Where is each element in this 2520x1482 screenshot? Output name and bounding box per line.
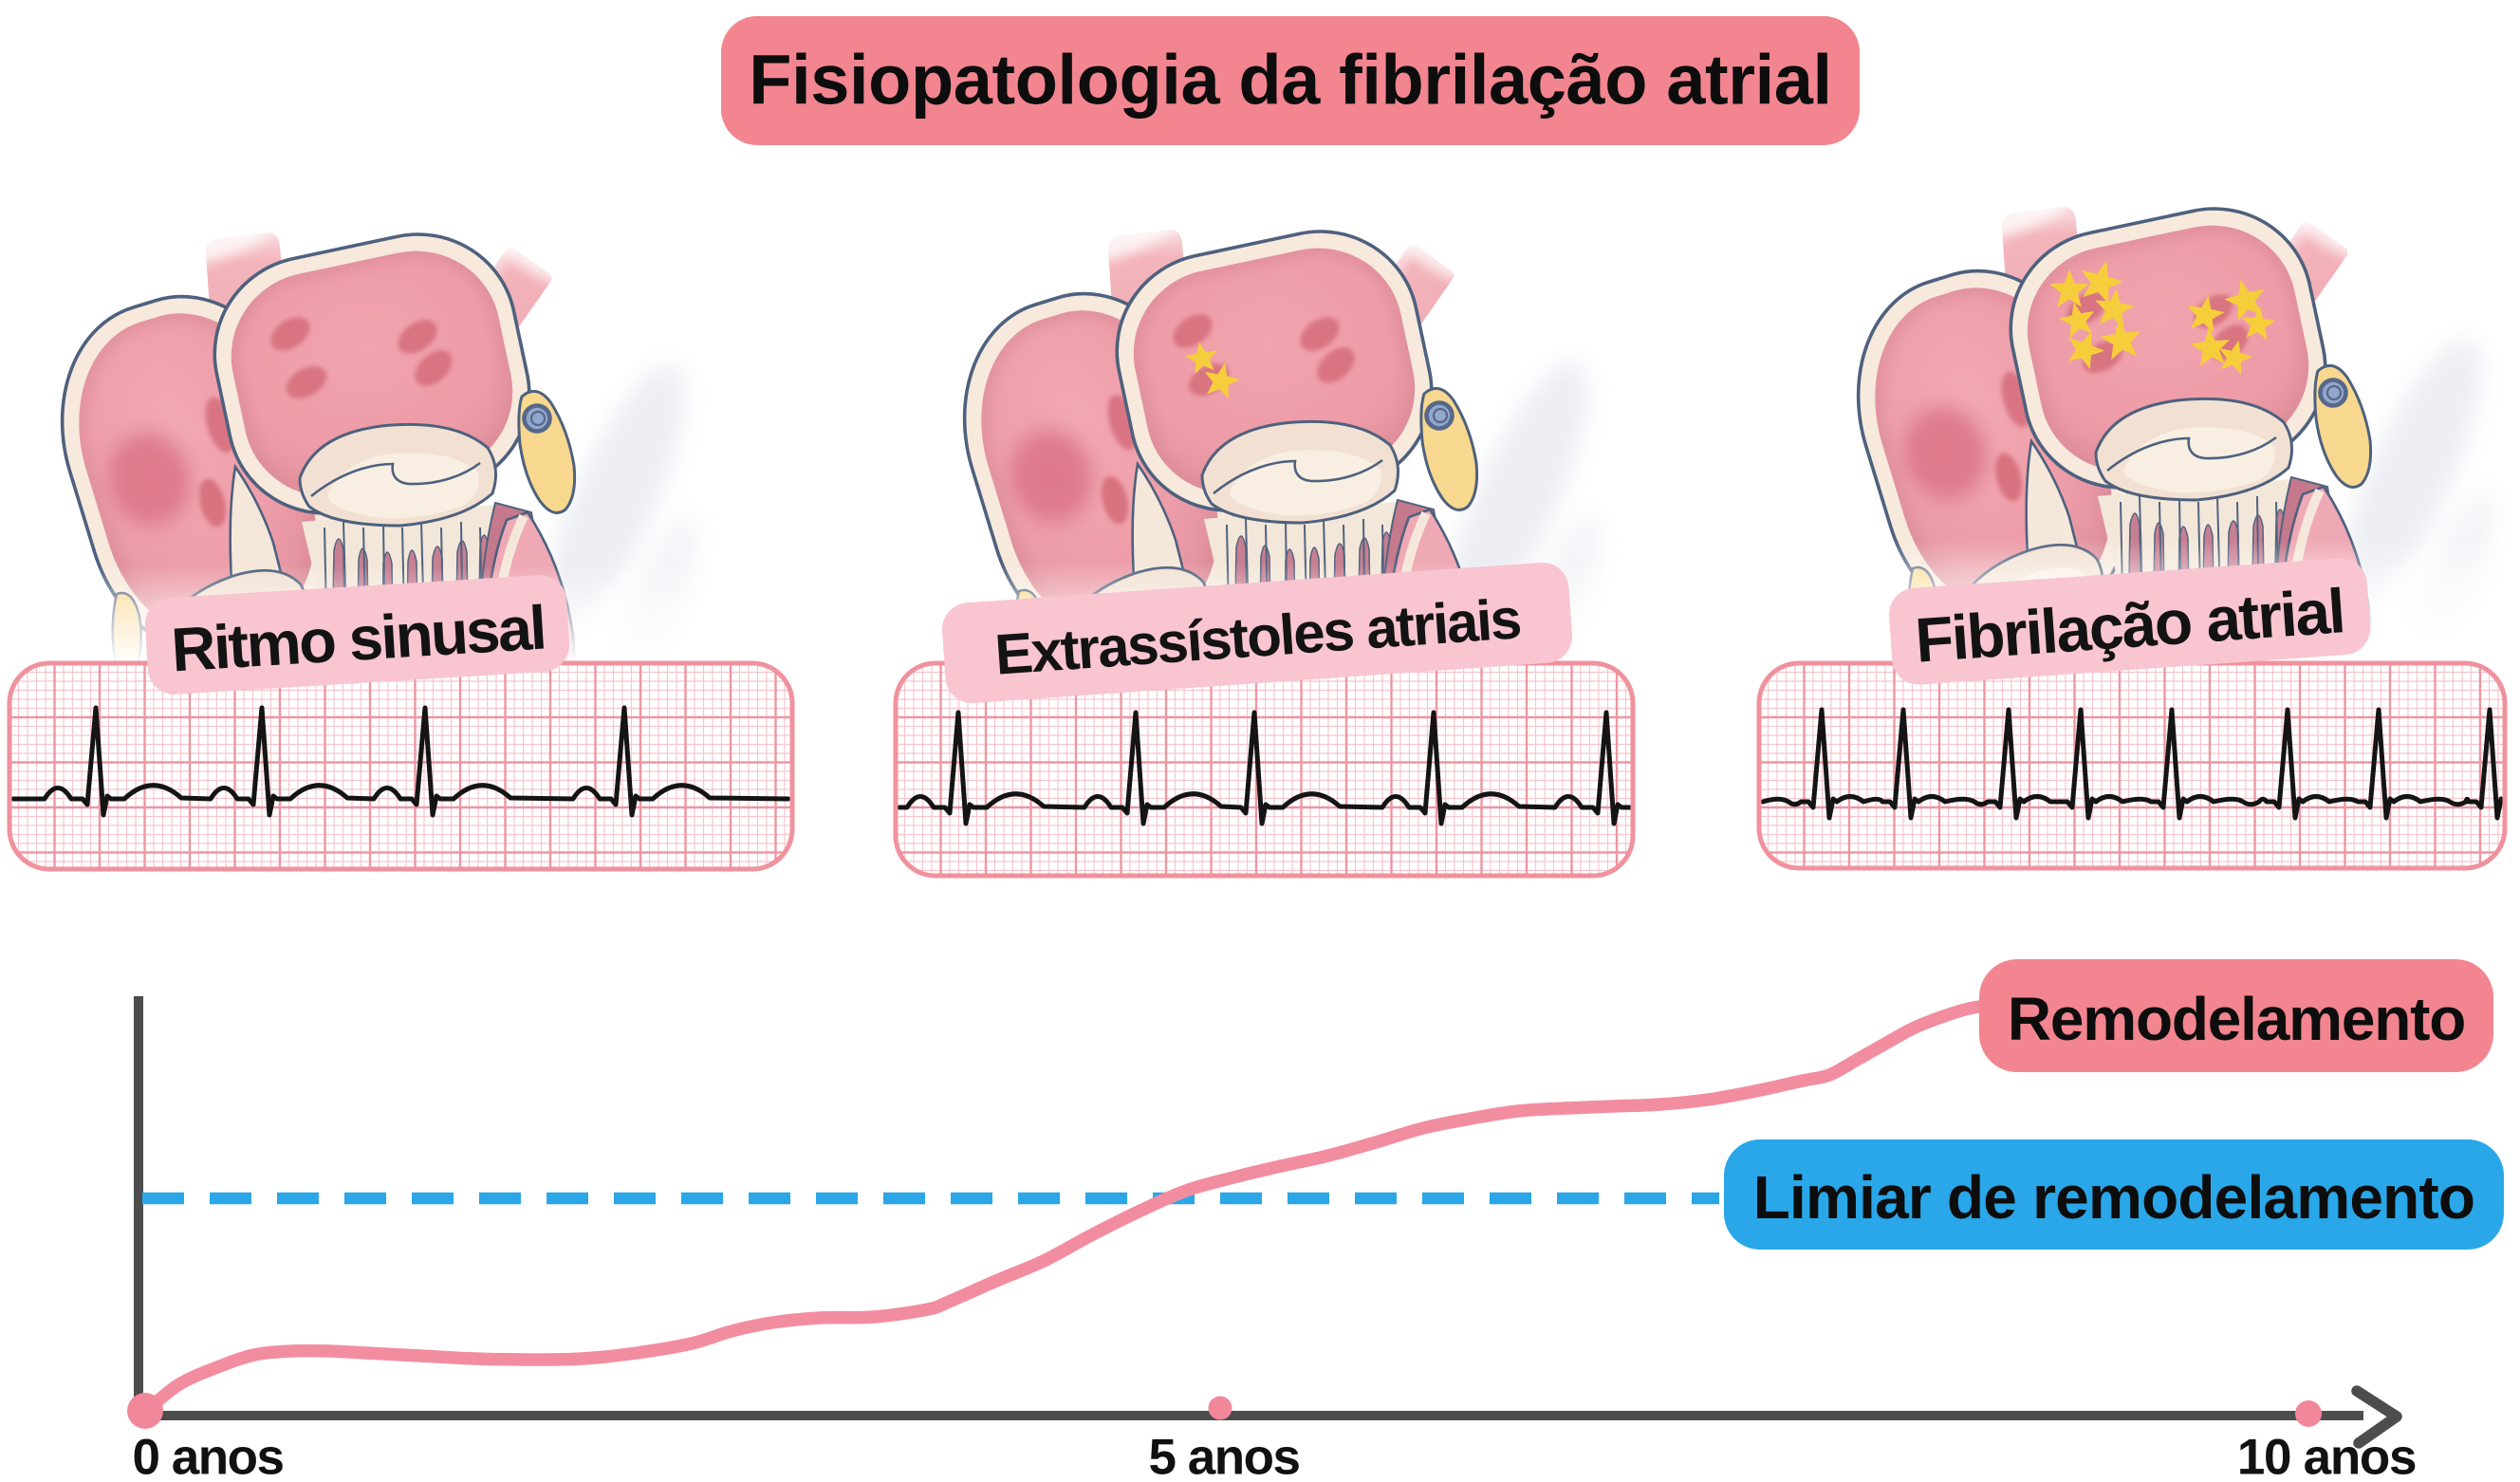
svg-text:Remodelamento: Remodelamento	[2008, 985, 2465, 1053]
svg-text:Limiar de remodelamento: Limiar de remodelamento	[1753, 1163, 2474, 1232]
svg-text:0 anos: 0 anos	[133, 1430, 284, 1482]
svg-text:5 anos: 5 anos	[1149, 1430, 1300, 1482]
svg-text:Fisiopatologia da fibrilação a: Fisiopatologia da fibrilação atrial	[749, 41, 1831, 120]
svg-text:10 anos: 10 anos	[2237, 1430, 2416, 1482]
